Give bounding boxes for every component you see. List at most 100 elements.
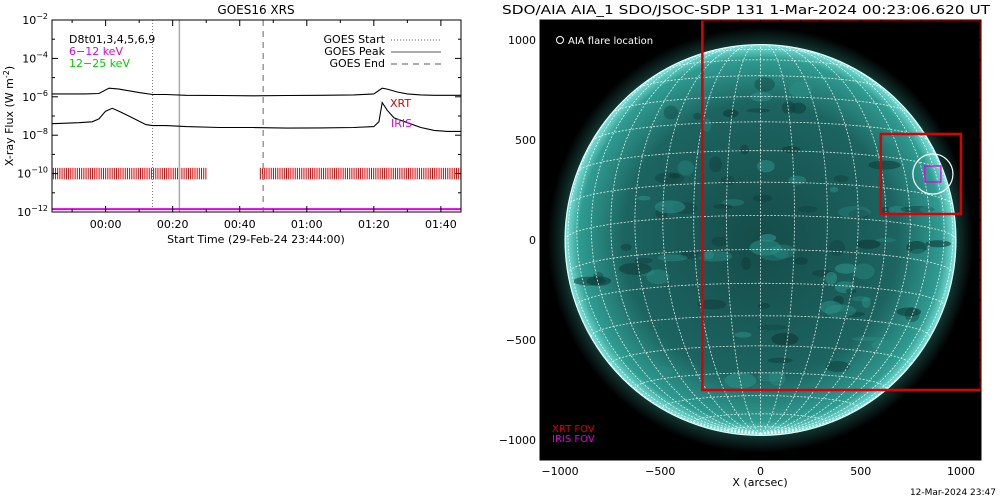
corona-feature [757,372,783,382]
y-tick-label: 10−10 [17,166,48,181]
x-tick-label: 00:20 [157,218,189,231]
corona-feature [759,246,789,261]
grid-line [760,44,795,435]
heliographic-grid [564,44,957,435]
legend-goes-end: GOES End [329,57,385,70]
corona-feature [696,250,733,262]
corona-feature [875,238,897,243]
corona-feature [757,159,775,173]
corona-feature [741,257,751,270]
corona-feature [697,299,727,310]
grid-line [698,49,823,56]
corona-feature [883,129,903,145]
corona-feature [713,203,733,210]
grid-line [610,46,761,435]
y-tick-label: 500 [515,134,536,147]
corona-feature [896,307,922,317]
y-tick-label: 0 [529,234,536,247]
grid-line [726,44,761,435]
x-tick-label: 01:20 [358,218,390,231]
grid-line [591,121,930,142]
corona-feature [720,175,735,186]
x-tick-label: 0 [757,465,764,478]
corona-feature [618,262,652,275]
corona-feature [828,239,845,256]
corona-feature [680,251,703,259]
aia-x-axis-label: X (arcsec) [732,476,787,489]
annotation-iris: IRIS [391,117,412,130]
grid-line [567,181,954,206]
grid-line [567,249,954,274]
x-tick-label: 01:40 [425,218,457,231]
x-tick-label: −1000 [541,465,578,478]
corona-feature [722,199,745,206]
corona-feature [871,340,898,351]
goes-chart-title: GOES16 XRS [217,3,294,17]
aia-title: SDO/AIA AIA_1 SDO/JSOC-SDP 131 1-Mar-202… [502,3,991,17]
grid-line [760,56,945,435]
corona-feature [834,263,857,274]
corona-feature [767,357,793,364]
aia-legend-bottom: XRT FOV IRIS FOV [552,424,595,445]
image-content [547,20,981,454]
corona-feature [825,360,850,373]
grid-line [665,59,856,70]
grid-line [567,84,761,435]
x-tick-label: 00:00 [90,218,122,231]
y-tick-label: 1000 [508,34,536,47]
corona-feature [637,195,651,201]
corona-feature [797,205,818,213]
grid-line [760,45,887,435]
corona-feature [600,170,610,178]
grid-line [576,56,761,435]
corona-feature [709,156,722,173]
corona-feature [788,81,813,98]
corona-feature [794,257,808,265]
annotation-xrt: XRT [390,97,411,110]
corona-feature [853,263,875,280]
aia-flare-location-label: AIA flare location [568,36,653,47]
corona-feature [654,172,685,185]
x-tick-label: −500 [645,465,675,478]
corona-feature [888,205,906,214]
aia-image-panel: SDO/AIA AIA_1 SDO/JSOC-SDP 131 1-Mar-202… [499,3,991,489]
corona-feature [856,239,881,249]
grid-line [576,150,945,173]
corona-feature [925,240,952,248]
corona-feature [834,281,856,294]
xrt-fov-label: XRT FOV [552,424,595,435]
legend-detectors: D8t01,3,4,5,6,9 [69,33,155,46]
corona-feature [634,257,653,264]
aia-axis-ticks: −1000 −1000 −500 −500 0 0 500 500 1000 1000 [499,20,981,478]
goes-xrs-chart: GOES16 XRS 10−2 10−4 10−6 10−8 10−10 10−12 00… [2,3,462,246]
y-tick-label: 10−8 [22,127,48,142]
series-line-1 [52,101,461,132]
y-axis-label-sup: -2 [2,70,11,78]
y-tick-label: 10−4 [22,50,48,65]
x-tick-label: 1000 [947,465,975,478]
grid-line [610,345,911,365]
sun-texture [573,77,952,389]
iris-fov-label: IRIS FOV [552,434,595,445]
legend-goes-peak: GOES Peak [324,45,385,58]
y-tick-label: 10−12 [17,204,48,219]
corona-feature [848,209,870,220]
corona-feature [833,175,849,183]
corona-feature [754,77,775,92]
series-lines [52,87,461,211]
y-tick-label: 10−2 [22,12,48,27]
iris-fov [924,165,942,183]
corona-feature [781,146,801,154]
corona-feature [825,271,838,285]
y-tick-label: −500 [506,334,536,347]
corona-feature [838,206,871,219]
corona-feature [693,112,702,120]
series-line-0 [52,87,461,97]
corona-feature [669,173,680,179]
legend-6-12kev: 6−12 keV [69,45,123,58]
flare-location-marker [912,153,954,195]
flare-legend-icon [556,36,564,44]
y-axis-label-main: X-ray Flux (W m [3,78,16,166]
corona-feature [757,302,771,309]
corona-feature [677,160,694,176]
